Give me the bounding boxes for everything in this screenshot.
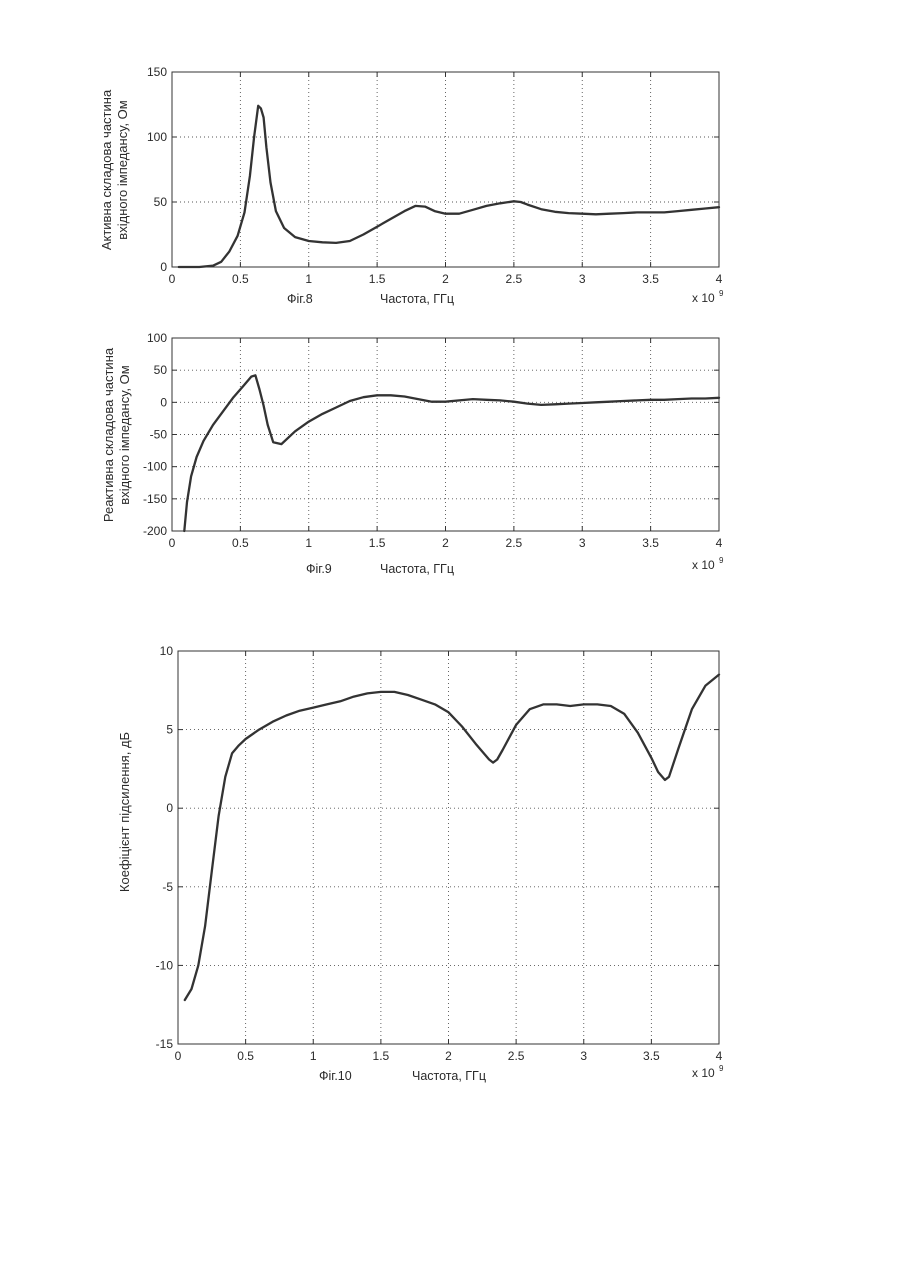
chart-1: 0 0.5 1 1.5 2 2.5 3 3.5 4 0 50 100 150 Активна складо… (99, 65, 724, 306)
x-tick-label: 0 (175, 1049, 182, 1063)
figure-caption: Фіг.8 (287, 292, 313, 306)
y-tick-label: 0 (160, 260, 167, 274)
x-tick-label: 1.5 (369, 536, 386, 550)
y-axis-label: Активна складова частина (99, 89, 114, 250)
x-tick-label: 3 (579, 272, 586, 286)
y-axis-label: вхідного імпедансу, Ом (117, 365, 132, 504)
x-tick-label: 3.5 (642, 272, 659, 286)
x-axis-label: Частота, ГГц (380, 292, 454, 306)
y-tick-label: -10 (156, 958, 174, 972)
y-axis-label: вхідного імпедансу, Ом (115, 100, 130, 239)
y-tick-label: 0 (166, 801, 173, 815)
chart-2: 0 0.5 1 1.5 2 2.5 3 3.5 4 -200 -150 -100 -50 0 50 100 Ре… (101, 331, 724, 576)
charts-root: 00.511.522.533.54050100150Активна складо… (99, 65, 724, 1083)
x-axis-label: Частота, ГГц (412, 1069, 486, 1083)
x-tick-label: 2.5 (508, 1049, 525, 1063)
x-tick-label: 3 (579, 536, 586, 550)
y-tick-label: 100 (147, 130, 167, 144)
x-tick-label: 3 (580, 1049, 587, 1063)
y-tick-label: 100 (147, 331, 167, 345)
y-tick-label: -200 (143, 524, 167, 538)
x-tick-label: 4 (716, 1049, 723, 1063)
grid-lines (178, 651, 719, 1044)
figure-caption: Фіг.10 (319, 1069, 352, 1083)
y-axis-label: Коефіцієнт підсилення, дБ (117, 732, 132, 892)
x-exponent-label: x 10 (692, 558, 715, 572)
x-tick-label: 0.5 (237, 1049, 254, 1063)
series-line (185, 675, 719, 1000)
x-tick-label: 3.5 (642, 536, 659, 550)
grid-lines (172, 72, 719, 267)
x-tick-label: 2.5 (506, 536, 523, 550)
series-line (184, 375, 719, 531)
x-exponent-label: x 10 (692, 1066, 715, 1080)
y-tick-label: -50 (150, 428, 168, 442)
x-tick-label: 1 (305, 536, 312, 550)
x-tick-label: 0 (169, 272, 176, 286)
x-tick-label: 0.5 (232, 272, 249, 286)
figure-caption: Фіг.9 (306, 562, 332, 576)
y-tick-label: 10 (160, 644, 174, 658)
y-tick-label: 50 (154, 363, 168, 377)
plot-frame (172, 72, 719, 267)
x-tick-label: 4 (716, 536, 723, 550)
x-tick-label: 0.5 (232, 536, 249, 550)
y-tick-label: 0 (160, 395, 167, 409)
x-tick-label: 0 (169, 536, 176, 550)
x-tick-label: 1 (310, 1049, 317, 1063)
x-tick-label: 2.5 (506, 272, 523, 286)
chart-3: 0 0.5 1 1.5 2 2.5 3 3.5 4 -15 -10 -5 0 5 10 Коефіцієнт … (117, 644, 724, 1083)
x-exponent-power: 9 (719, 556, 724, 565)
x-exponent-label: x 10 (692, 291, 715, 305)
x-exponent-power: 9 (719, 289, 724, 298)
y-tick-label: -15 (156, 1037, 174, 1051)
x-tick-label: 3.5 (643, 1049, 660, 1063)
x-tick-label: 1.5 (369, 272, 386, 286)
y-tick-label: 50 (154, 195, 168, 209)
x-tick-label: 1 (305, 272, 312, 286)
y-axis-label: Реактивна складова частина (101, 347, 116, 522)
x-axis-label: Частота, ГГц (380, 562, 454, 576)
x-tick-label: 2 (442, 536, 449, 550)
y-tick-label: -150 (143, 492, 167, 506)
x-tick-label: 2 (442, 272, 449, 286)
x-tick-label: 2 (445, 1049, 452, 1063)
y-tick-label: -5 (162, 880, 173, 894)
y-tick-label: 150 (147, 65, 167, 79)
x-exponent-power: 9 (719, 1064, 724, 1073)
x-tick-label: 4 (716, 272, 723, 286)
y-tick-label: 5 (166, 723, 173, 737)
grid-lines (172, 338, 719, 531)
y-tick-label: -100 (143, 460, 167, 474)
x-tick-label: 1.5 (373, 1049, 390, 1063)
series-line (179, 106, 719, 267)
